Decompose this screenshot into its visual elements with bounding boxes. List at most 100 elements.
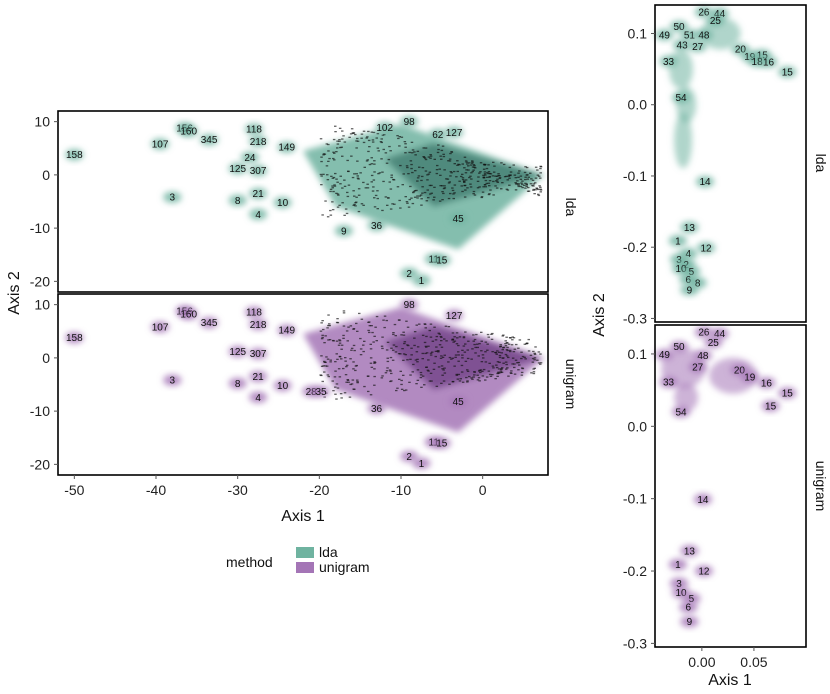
dense-mark <box>532 372 536 375</box>
point-label: 43 <box>677 40 689 51</box>
dense-mark <box>485 182 488 185</box>
point-label: 33 <box>663 57 675 68</box>
dense-mark <box>471 166 475 168</box>
dense-mark <box>444 325 448 327</box>
dense-mark <box>474 167 477 169</box>
dense-mark <box>354 369 357 372</box>
point-marker <box>151 321 170 333</box>
dense-mark <box>392 332 395 334</box>
dense-mark <box>335 383 339 385</box>
dense-mark <box>535 187 539 190</box>
dense-mark <box>526 178 529 180</box>
dense-mark <box>537 193 540 195</box>
dense-mark <box>518 339 522 341</box>
dense-mark <box>362 130 366 132</box>
dense-mark <box>539 165 542 167</box>
point-marker <box>277 324 296 336</box>
point-label: 160 <box>180 127 197 138</box>
dense-mark <box>383 134 386 136</box>
dense-mark <box>416 346 420 348</box>
dense-mark <box>400 379 403 382</box>
dense-mark <box>506 349 509 352</box>
dense-mark <box>476 346 479 349</box>
dense-mark <box>451 339 454 341</box>
dense-mark <box>380 345 384 347</box>
dense-mark <box>438 200 442 202</box>
dense-mark <box>416 177 420 179</box>
x-tick-label: -40 <box>146 482 166 498</box>
dense-mark <box>455 332 459 334</box>
dense-mark <box>385 349 389 351</box>
dense-mark <box>343 392 347 394</box>
dense-mark <box>523 343 527 345</box>
dense-mark <box>381 336 384 338</box>
dense-mark <box>451 381 455 383</box>
dense-mark <box>423 157 427 159</box>
dense-mark <box>409 185 412 188</box>
dense-mark <box>323 360 326 363</box>
dense-mark <box>320 374 323 377</box>
dense-mark <box>472 190 476 193</box>
dense-mark <box>458 380 462 382</box>
dense-mark <box>410 152 414 154</box>
dense-mark <box>480 331 483 333</box>
dense-mark <box>362 204 365 206</box>
dense-mark <box>356 175 359 177</box>
dense-mark <box>466 163 469 165</box>
dense-mark <box>472 193 475 195</box>
point-label: 54 <box>675 93 687 104</box>
dense-mark <box>404 146 407 148</box>
y-tick-label: -20 <box>30 273 50 289</box>
dense-mark <box>438 168 441 170</box>
dense-mark <box>425 352 429 354</box>
dense-mark <box>492 180 495 183</box>
dense-mark <box>505 175 508 177</box>
point-marker <box>693 493 712 505</box>
dense-mark <box>439 155 442 157</box>
y-tick-label: 0.1 <box>628 346 648 362</box>
dense-mark <box>533 359 536 361</box>
dense-mark <box>440 336 443 338</box>
dense-mark <box>421 186 424 188</box>
dense-mark <box>441 356 445 358</box>
dense-mark <box>397 137 400 140</box>
dense-mark <box>405 201 409 203</box>
dense-mark <box>480 196 483 199</box>
point-label: 50 <box>673 22 685 33</box>
dense-mark <box>387 197 390 199</box>
dense-mark <box>405 320 408 322</box>
dense-mark <box>381 209 384 212</box>
dense-mark <box>346 340 349 342</box>
dense-mark <box>490 333 493 335</box>
dense-mark <box>466 349 469 351</box>
dense-mark <box>442 380 446 382</box>
dense-mark <box>416 358 419 360</box>
dense-mark <box>411 202 415 205</box>
dense-mark <box>481 191 485 193</box>
dense-mark <box>366 159 369 161</box>
point-label: 125 <box>229 164 246 175</box>
dense-mark <box>323 396 326 398</box>
dense-mark <box>499 346 502 348</box>
dense-mark <box>437 366 441 368</box>
dense-mark <box>534 346 537 348</box>
dense-mark <box>410 163 413 166</box>
point-marker <box>65 149 84 161</box>
dense-mark <box>336 322 340 324</box>
dense-mark <box>429 352 433 354</box>
dense-mark <box>467 340 470 342</box>
dense-mark <box>434 339 438 341</box>
dense-mark <box>323 371 326 373</box>
dense-mark <box>376 208 379 210</box>
dense-mark <box>385 162 389 164</box>
dense-mark <box>437 351 440 353</box>
dense-mark <box>353 349 356 352</box>
right-panel-unigram-frame <box>654 324 807 648</box>
x-tick-label: -20 <box>309 482 329 498</box>
point-marker <box>249 188 268 199</box>
dense-mark <box>336 140 339 142</box>
dense-mark <box>478 343 481 345</box>
dense-mark <box>520 374 524 376</box>
dense-mark <box>533 367 536 369</box>
dense-mark <box>390 176 393 179</box>
